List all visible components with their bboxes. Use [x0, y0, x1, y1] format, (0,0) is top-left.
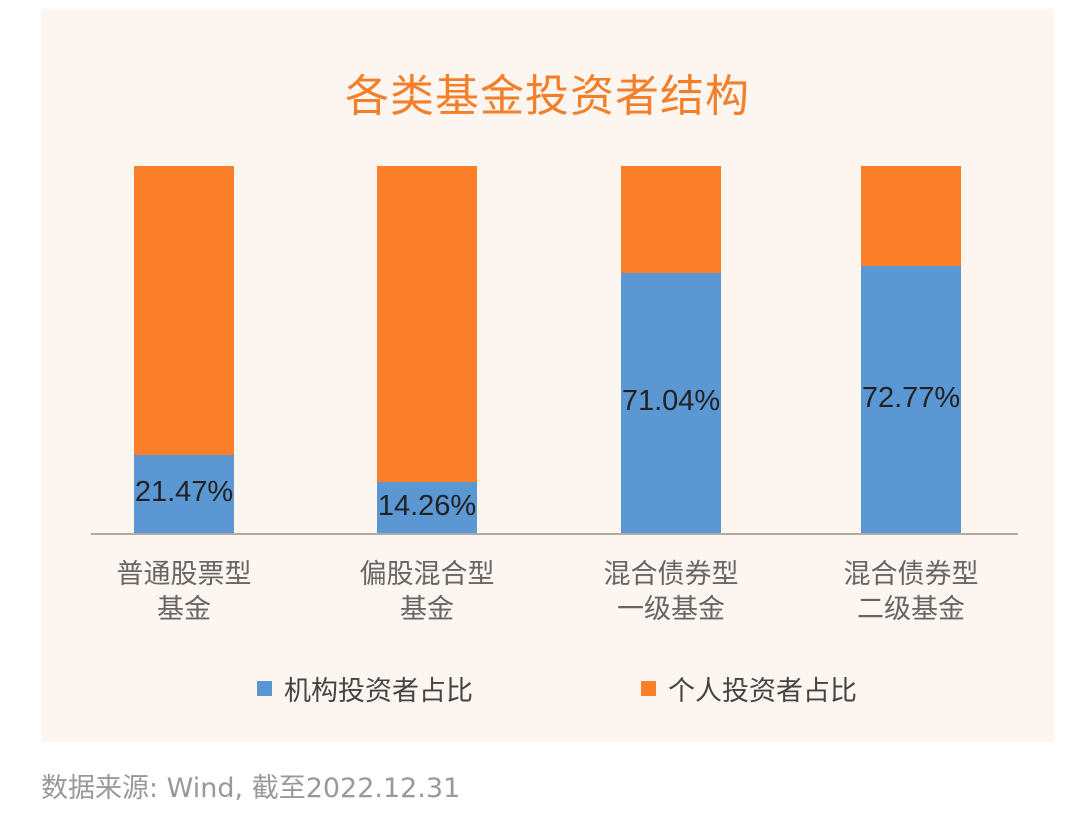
bar-segment-institutional: 71.04%: [621, 272, 721, 534]
bar-segment-institutional: 21.47%: [134, 454, 234, 534]
bar-segment-individual: [861, 166, 961, 267]
x-axis-label-line: 二级基金: [857, 594, 965, 625]
x-axis-label: 混合债券型 二级基金: [801, 557, 1021, 627]
bar-segment-individual: [134, 166, 234, 455]
data-label: 71.04%: [621, 385, 721, 418]
x-axis-label: 混合债券型 一级基金: [561, 557, 781, 627]
bar-segment-institutional: 72.77%: [861, 266, 961, 534]
bar-segment-individual: [621, 166, 721, 273]
stacked-bar: 71.04%: [621, 166, 721, 534]
x-axis-label-line: 基金: [400, 594, 454, 625]
x-axis-label-line: 基金: [157, 594, 211, 625]
legend-label-institutional: 机构投资者占比: [284, 676, 473, 707]
legend-swatch-individual-icon: [641, 681, 656, 696]
data-label: 14.26%: [377, 489, 477, 522]
stacked-bar: 14.26%: [377, 166, 477, 534]
legend-item-individual: 个人投资者占比: [641, 669, 857, 708]
legend-swatch-institutional-icon: [257, 681, 272, 696]
bar-segment-individual: [377, 166, 477, 482]
legend-item-institutional: 机构投资者占比: [257, 669, 473, 708]
stacked-bar: 21.47%: [134, 166, 234, 534]
legend-label-individual: 个人投资者占比: [668, 676, 857, 707]
data-source-note: 数据来源: Wind, 截至2022.12.31: [41, 773, 461, 804]
data-label: 21.47%: [134, 476, 234, 509]
chart-panel: 各类基金投资者结构 21.47% 14.26% 71.04% 72.77% 普通股票型…: [41, 9, 1054, 742]
x-axis-label: 普通股票型 基金: [74, 557, 294, 627]
x-axis-label-line: 一级基金: [617, 594, 725, 625]
x-axis-label-line: 混合债券型: [843, 559, 979, 590]
bar-segment-institutional: 14.26%: [377, 481, 477, 534]
stacked-bar: 72.77%: [861, 166, 961, 534]
chart-title: 各类基金投资者结构: [345, 71, 750, 122]
x-axis-label-line: 混合债券型: [603, 559, 739, 590]
x-axis-line: [91, 533, 1018, 535]
x-axis-label-line: 偏股混合型: [359, 559, 495, 590]
x-axis-label: 偏股混合型 基金: [317, 557, 537, 627]
x-axis-label-line: 普通股票型: [116, 559, 252, 590]
data-label: 72.77%: [861, 382, 961, 415]
